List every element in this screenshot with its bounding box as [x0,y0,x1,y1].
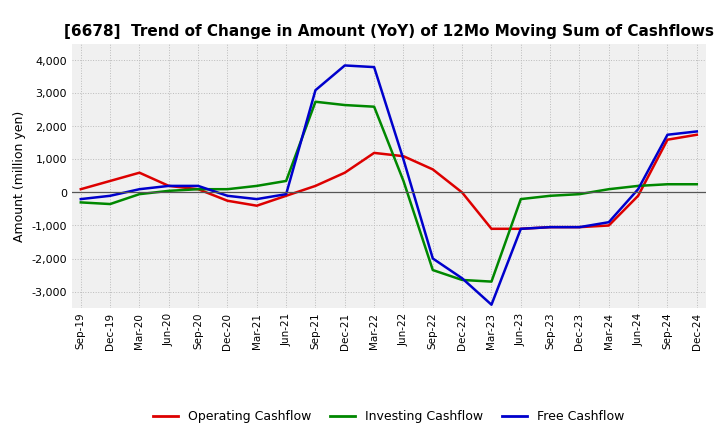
Investing Cashflow [693,182,701,187]
Investing Cashflow [194,187,202,192]
Free Cashflow [194,183,202,188]
Free Cashflow [341,63,349,68]
Legend: Operating Cashflow, Investing Cashflow, Free Cashflow: Operating Cashflow, Investing Cashflow, … [148,406,629,429]
Free Cashflow [135,187,144,192]
Line: Investing Cashflow: Investing Cashflow [81,102,697,282]
Line: Operating Cashflow: Operating Cashflow [81,135,697,229]
Operating Cashflow [605,223,613,228]
Investing Cashflow [516,196,525,202]
Operating Cashflow [341,170,349,175]
Operating Cashflow [575,224,584,230]
Operating Cashflow [399,154,408,159]
Free Cashflow [253,196,261,202]
Investing Cashflow [428,268,437,273]
Operating Cashflow [106,178,114,183]
Investing Cashflow [164,188,173,194]
Investing Cashflow [135,191,144,197]
Operating Cashflow [370,150,379,156]
Free Cashflow [370,64,379,70]
Investing Cashflow [575,191,584,197]
Free Cashflow [487,302,496,307]
Free Cashflow [458,275,467,281]
Operating Cashflow [194,187,202,192]
Operating Cashflow [458,190,467,195]
Free Cashflow [106,193,114,198]
Operating Cashflow [135,170,144,175]
Investing Cashflow [223,187,232,192]
Investing Cashflow [76,200,85,205]
Investing Cashflow [605,187,613,192]
Operating Cashflow [282,193,290,198]
Y-axis label: Amount (million yen): Amount (million yen) [13,110,26,242]
Operating Cashflow [546,224,554,230]
Free Cashflow [693,129,701,134]
Operating Cashflow [428,167,437,172]
Investing Cashflow [546,193,554,198]
Operating Cashflow [164,183,173,188]
Free Cashflow [663,132,672,137]
Investing Cashflow [634,183,642,188]
Investing Cashflow [253,183,261,188]
Operating Cashflow [223,198,232,203]
Free Cashflow [516,226,525,231]
Investing Cashflow [663,182,672,187]
Operating Cashflow [487,226,496,231]
Operating Cashflow [693,132,701,137]
Investing Cashflow [106,202,114,207]
Investing Cashflow [311,99,320,104]
Free Cashflow [428,256,437,261]
Investing Cashflow [370,104,379,109]
Operating Cashflow [76,187,85,192]
Line: Free Cashflow: Free Cashflow [81,66,697,304]
Investing Cashflow [282,178,290,183]
Free Cashflow [399,157,408,162]
Operating Cashflow [311,183,320,188]
Free Cashflow [605,220,613,225]
Investing Cashflow [341,103,349,108]
Free Cashflow [164,183,173,188]
Investing Cashflow [399,178,408,183]
Investing Cashflow [487,279,496,284]
Operating Cashflow [253,203,261,209]
Title: [6678]  Trend of Change in Amount (YoY) of 12Mo Moving Sum of Cashflows: [6678] Trend of Change in Amount (YoY) o… [64,24,714,39]
Free Cashflow [282,191,290,197]
Operating Cashflow [516,226,525,231]
Free Cashflow [575,224,584,230]
Free Cashflow [76,196,85,202]
Operating Cashflow [663,137,672,142]
Free Cashflow [634,187,642,192]
Operating Cashflow [634,193,642,198]
Free Cashflow [311,88,320,93]
Free Cashflow [223,193,232,198]
Free Cashflow [546,224,554,230]
Investing Cashflow [458,277,467,282]
